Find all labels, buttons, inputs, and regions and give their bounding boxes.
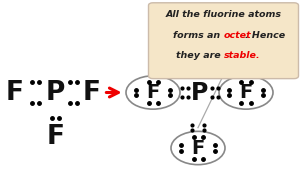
Circle shape [171, 131, 225, 165]
Text: F: F [191, 139, 205, 157]
Text: All the fluorine atoms: All the fluorine atoms [166, 10, 281, 19]
Text: P: P [191, 80, 208, 105]
Text: F: F [46, 124, 64, 150]
Text: F: F [82, 80, 100, 105]
Text: P: P [46, 80, 65, 105]
Circle shape [126, 76, 180, 109]
Text: F: F [6, 80, 24, 105]
Text: . Hence: . Hence [245, 31, 285, 40]
Text: stable.: stable. [224, 51, 260, 60]
Text: they are: they are [176, 51, 224, 60]
Circle shape [219, 76, 273, 109]
Text: forms an: forms an [173, 31, 224, 40]
Text: F: F [239, 83, 253, 102]
Text: octet: octet [224, 31, 251, 40]
Text: F: F [146, 83, 160, 102]
FancyBboxPatch shape [148, 3, 298, 79]
